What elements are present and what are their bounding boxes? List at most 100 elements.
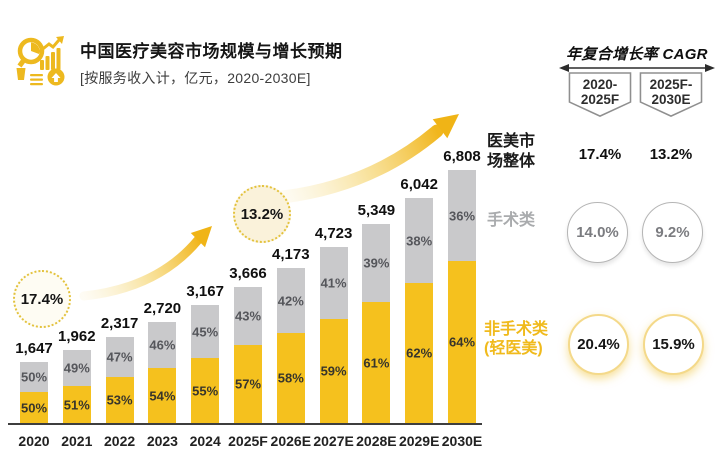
header: 中国医疗美容市场规模与增长预期 [按服务收入计，亿元，2020-2030E] [80,37,343,88]
segment-surgical: 36% [448,170,476,261]
cagr-annotation-bubble-2020-2025: 17.4% [13,270,71,328]
period-flag-2025-2030: 2025F- 2030E [639,72,703,119]
bar-2022: 47% 53% 2,317 2022 [101,315,139,449]
label-market-total: 医美市 场整体 [487,133,536,170]
bar-total-label: 4,723 [314,225,353,242]
pennant-shape [639,72,703,117]
x-axis-tick-label: 2030E [441,433,483,449]
segment-non-surgical: 64% [448,261,476,423]
segment-non-surgical: 51% [62,386,91,423]
surgical-share-label: 36% [448,208,476,223]
segment-non-surgical: 62% [405,283,434,423]
surgical-share-label: 45% [192,324,219,339]
segment-non-surgical: 59% [319,319,348,423]
x-axis-tick-label: 2027E [313,433,354,449]
pennant-shape [568,72,632,117]
bar-2025F: 43% 57% 3,666 2025F [228,265,268,449]
cagr-market-total-2020-2025: 17.4% [578,146,622,163]
analytics-magnifier-icon [16,36,65,86]
bar-2021: 49% 51% 1,962 2021 [58,328,96,449]
segment-surgical: 42% [276,268,305,333]
segment-non-surgical: 55% [191,358,220,423]
non-surgical-share-label: 57% [234,376,262,392]
segment-surgical: 39% [362,224,391,302]
x-axis-tick-label: 2021 [61,433,93,449]
bar-total-label: 5,349 [357,202,396,219]
segment-non-surgical: 57% [234,345,262,423]
non-surgical-share-label: 53% [106,392,133,408]
bar-total-label: 2,720 [143,300,182,317]
x-axis-tick-label: 2022 [104,433,136,449]
bar-2027E: 41% 59% 4,723 2027E [313,225,353,449]
bar-2024: 45% 55% 3,167 2024 [186,283,224,449]
bar-2030E: 36% 64% 6,808 2030E [442,148,482,449]
non-surgical-share-label: 61% [363,355,390,370]
cagr-non-surgical-2020-2025: 20.4% [568,314,629,375]
surgical-share-label: 42% [277,293,304,308]
surgical-share-label: 39% [363,255,390,271]
segment-surgical: 47% [105,337,134,377]
x-axis-tick-label: 2024 [189,433,221,449]
non-surgical-share-label: 50% [20,400,48,415]
page-title: 中国医疗美容市场规模与增长预期 [80,42,343,61]
surgical-share-label: 38% [406,233,433,248]
bar-2023: 46% 54% 2,720 2023 [144,300,182,449]
x-axis-tick-label: 2023 [146,433,178,449]
x-axis-line [8,423,482,425]
bar-2026E: 42% 58% 4,173 2026E [271,246,311,449]
double-headed-arrow [559,64,715,72]
surgical-share-label: 50% [20,369,48,385]
x-axis-tick-label: 2025F [228,433,268,449]
non-surgical-share-label: 64% [448,334,476,350]
non-surgical-share-label: 62% [406,345,433,361]
segment-surgical: 45% [191,305,220,358]
cagr-surgical-2020-2025: 14.0% [567,202,628,263]
non-surgical-share-label: 51% [63,397,90,412]
segment-non-surgical: 53% [105,377,134,423]
surgical-share-label: 43% [234,308,262,324]
x-axis-tick-label: 2026E [270,433,312,449]
segment-non-surgical: 58% [276,333,305,423]
cagr-panel-title: 年复合增长率 CAGR [566,46,708,63]
segment-surgical: 46% [148,322,177,368]
surgical-share-label: 49% [63,360,90,376]
bar-2028E: 39% 61% 5,349 2028E [356,202,396,449]
cagr-market-total-2025-2030: 13.2% [649,146,693,163]
bar-total-label: 1,962 [58,328,96,345]
surgical-share-label: 41% [320,275,347,291]
bar-total-label: 4,173 [272,246,310,263]
bar-total-label: 1,647 [15,340,53,357]
bar-total-label: 3,167 [186,283,224,300]
segment-non-surgical: 61% [362,302,391,423]
bar-total-label: 6,808 [443,148,481,165]
cagr-non-surgical-2025-2030: 15.9% [643,314,704,375]
cagr-surgical-2025-2030: 9.2% [642,202,703,263]
segment-surgical: 38% [405,198,434,283]
label-surgical: 手术类 [487,212,536,229]
segment-surgical: 50% [20,362,48,392]
x-axis-tick-label: 2020 [18,433,50,449]
bar-total-label: 3,666 [229,265,267,282]
non-surgical-share-label: 58% [277,370,304,386]
non-surgical-share-label: 59% [320,363,347,379]
segment-surgical: 41% [319,247,348,319]
surgical-share-label: 46% [149,337,176,353]
stacked-bar-chart: 50% 50% 1,647 2020 49% 51% 1,962 2021 47% 53% 2,31… [8,148,482,449]
segment-surgical: 43% [234,287,262,345]
surgical-share-label: 47% [106,349,133,365]
period-flag-2020-2025: 2020- 2025F [568,72,632,119]
segment-surgical: 49% [62,350,91,386]
segment-non-surgical: 54% [148,368,177,423]
bar-total-label: 2,317 [100,315,139,332]
cagr-annotation-bubble-2025-2030: 13.2% [233,185,291,243]
label-non-surgical: 非手术类 (轻医美) [484,321,549,357]
bar-2020: 50% 50% 1,647 2020 [15,340,53,449]
bar-total-label: 6,042 [400,176,438,193]
bar-2029E: 38% 62% 6,042 2029E [399,176,439,449]
non-surgical-share-label: 55% [192,383,219,398]
non-surgical-share-label: 54% [149,388,176,403]
page-subtitle: [按服务收入计，亿元，2020-2030E] [80,70,311,86]
x-axis-tick-label: 2028E [356,433,397,449]
x-axis-tick-label: 2029E [398,433,440,449]
